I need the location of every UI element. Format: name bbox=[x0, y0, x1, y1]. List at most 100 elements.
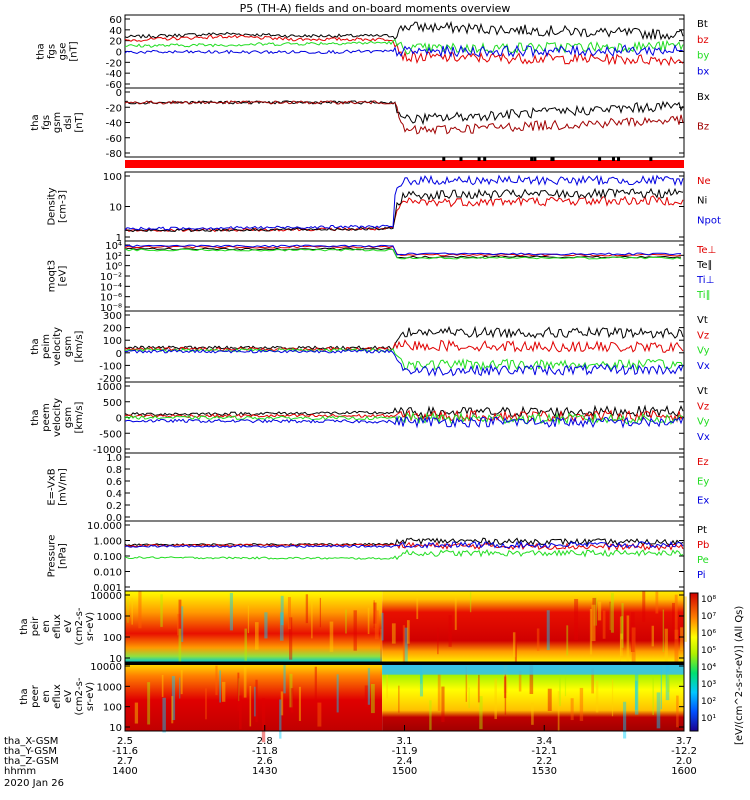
legend-entry-Pb: Pb bbox=[697, 540, 709, 551]
spectrogram-streak bbox=[468, 687, 470, 709]
spectrogram-streak bbox=[317, 702, 322, 727]
y-axis-label: peir bbox=[30, 616, 41, 636]
colorbar-tick-label: 10⁸ bbox=[701, 595, 716, 605]
spectrogram-streak bbox=[609, 602, 611, 631]
y-axis-label: dsl bbox=[63, 115, 74, 129]
y-tick-label: 0.8 bbox=[106, 465, 122, 476]
series-line-bx bbox=[124, 44, 684, 59]
ephemeris-value: 1500 bbox=[392, 766, 417, 777]
status-marker bbox=[483, 157, 487, 161]
spectrogram-streak bbox=[237, 678, 240, 702]
spectrogram-streak bbox=[634, 673, 639, 715]
status-marker bbox=[611, 157, 615, 161]
series-line-by bbox=[124, 38, 684, 55]
spectrogram-right bbox=[382, 591, 684, 662]
spectrogram-streak bbox=[181, 606, 184, 642]
y-axis-label: eflux bbox=[52, 614, 63, 639]
spectrogram-streak bbox=[512, 632, 516, 658]
ephemeris-value: 2.5 bbox=[117, 736, 133, 747]
spectrogram-streak bbox=[579, 687, 584, 721]
y-axis-label: peer bbox=[30, 684, 41, 708]
spectrogram-streak bbox=[514, 630, 517, 665]
y-tick-label: 10 bbox=[109, 723, 122, 734]
spectrogram-streak bbox=[244, 628, 247, 661]
y-tick-label: 10000 bbox=[90, 662, 122, 673]
legend-entry-Ex: Ex bbox=[697, 496, 709, 507]
spectrogram-streak bbox=[597, 601, 602, 621]
legend-entry-Ey: Ey bbox=[697, 476, 709, 487]
status-marker bbox=[533, 157, 537, 161]
y-tick-label: -1000 bbox=[93, 445, 122, 456]
y-tick-label: 100 bbox=[103, 703, 122, 714]
legend-entry-Te∥: Te∥ bbox=[696, 260, 713, 271]
y-tick-label: 10 bbox=[109, 203, 122, 214]
ephemeris-label: tha_Z-GSM bbox=[4, 756, 59, 767]
spectrogram-streak bbox=[466, 665, 468, 692]
ephemeris-value: 2.8 bbox=[257, 736, 273, 747]
spectrogram-streak bbox=[448, 615, 452, 647]
series-line-Pi bbox=[124, 540, 684, 550]
ephemeris-value: 1530 bbox=[532, 766, 557, 777]
ephemeris-value: -12.2 bbox=[671, 746, 697, 757]
colorbar-tick-label: 10³ bbox=[701, 680, 716, 690]
status-marker bbox=[617, 157, 621, 161]
y-tick-label: 1000 bbox=[97, 682, 122, 693]
y-tick-label: 0.100 bbox=[93, 552, 122, 563]
status-marker bbox=[550, 157, 554, 161]
y-axis-label: (cm2-s- bbox=[74, 607, 85, 645]
y-axis-label: [eV] bbox=[58, 266, 69, 287]
spectrogram-streak bbox=[161, 674, 164, 697]
spectrogram-streak bbox=[574, 598, 579, 641]
spectrogram-streak bbox=[592, 597, 597, 641]
series-line-Vz bbox=[124, 409, 684, 423]
spectrogram-streak bbox=[171, 676, 176, 721]
spectrogram-streak bbox=[518, 670, 522, 692]
spectrogram-streak bbox=[630, 612, 635, 652]
spectrogram-streak bbox=[289, 673, 293, 708]
spectrogram-streak bbox=[180, 670, 183, 695]
spectrogram-streak bbox=[336, 674, 339, 713]
spectrogram-streak bbox=[371, 683, 375, 714]
ephemeris-value: -12.1 bbox=[531, 746, 557, 757]
spectrogram-streak bbox=[279, 699, 282, 739]
spectrogram-streak bbox=[386, 673, 388, 699]
spectrogram-streak bbox=[621, 603, 624, 648]
spectrogram-streak bbox=[674, 594, 678, 640]
y-axis-label: [mV/m] bbox=[58, 468, 69, 506]
spectrogram-streak bbox=[635, 680, 638, 710]
legend-entry-by: by bbox=[697, 51, 709, 62]
spectrogram-streak bbox=[279, 612, 284, 641]
ephemeris-value: 2.0 bbox=[676, 756, 692, 767]
y-axis-label: sr-eV) bbox=[85, 682, 96, 711]
spectrogram-streak bbox=[621, 616, 624, 640]
spectrogram-streak bbox=[611, 678, 614, 717]
spectrogram-streak bbox=[623, 701, 627, 739]
y-tick-label: 100 bbox=[103, 336, 122, 347]
legend-entry-Bz: Bz bbox=[697, 122, 709, 133]
spectrogram-streak bbox=[305, 594, 309, 624]
spectrogram-streak bbox=[564, 664, 567, 697]
spectrogram-streak bbox=[319, 597, 321, 628]
spectrogram-streak bbox=[591, 604, 596, 642]
spectrogram-streak bbox=[238, 695, 242, 730]
y-tick-label: 0 bbox=[116, 349, 122, 360]
spectrogram-streak bbox=[546, 610, 550, 651]
legend-entry-Bx: Bx bbox=[697, 92, 710, 103]
spectrogram-streak bbox=[683, 596, 687, 642]
spectrogram-streak bbox=[529, 665, 534, 695]
y-tick-label: 10⁻⁶ bbox=[100, 293, 122, 304]
spectrogram-streak bbox=[404, 627, 408, 672]
spectrogram-streak bbox=[620, 633, 623, 656]
legend-entry-Pt: Pt bbox=[697, 525, 707, 536]
spectrogram-streak bbox=[651, 625, 654, 647]
spectrogram-streak bbox=[178, 599, 182, 636]
y-tick-label: 10⁻⁸ bbox=[100, 303, 122, 314]
y-tick-label: 300 bbox=[103, 311, 122, 322]
y-axis-label: moqt3 bbox=[47, 260, 58, 293]
y-tick-label: 0.001 bbox=[93, 583, 122, 594]
y-axis-label: sr-eV) bbox=[85, 612, 96, 641]
y-tick-label: -500 bbox=[99, 429, 122, 440]
y-tick-label: 10.000 bbox=[87, 521, 122, 532]
spectrogram-streak bbox=[610, 593, 614, 633]
legend-entry-Te⊥: Te⊥ bbox=[696, 245, 716, 256]
